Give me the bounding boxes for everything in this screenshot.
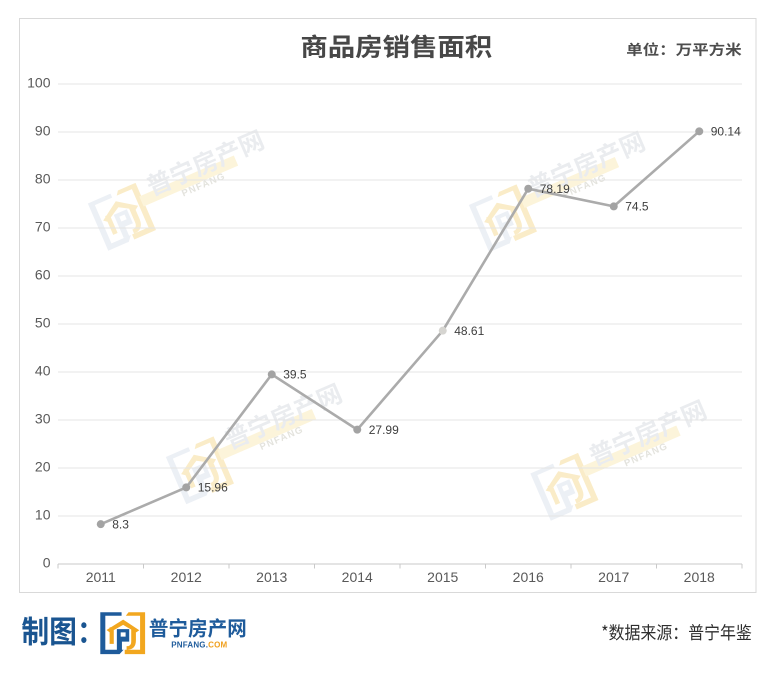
- svg-text:2012: 2012: [171, 569, 202, 585]
- svg-text:90.14: 90.14: [711, 125, 741, 139]
- svg-text:100: 100: [27, 75, 51, 91]
- svg-text:2016: 2016: [513, 569, 544, 585]
- svg-text:2014: 2014: [342, 569, 373, 585]
- svg-text:20: 20: [35, 459, 51, 475]
- svg-text:30: 30: [35, 411, 51, 427]
- svg-text:27.99: 27.99: [369, 423, 399, 437]
- svg-text:2018: 2018: [684, 569, 715, 585]
- svg-text:15.96: 15.96: [198, 481, 228, 495]
- svg-text:78.19: 78.19: [540, 182, 570, 196]
- svg-text:70: 70: [35, 219, 51, 235]
- svg-text:80: 80: [35, 171, 51, 187]
- svg-text:2013: 2013: [256, 569, 287, 585]
- svg-text:2011: 2011: [86, 569, 116, 585]
- svg-text:50: 50: [35, 315, 51, 331]
- svg-text:10: 10: [35, 507, 51, 523]
- svg-text:39.5: 39.5: [283, 368, 307, 382]
- svg-text:PNFANG.COM: PNFANG.COM: [171, 641, 227, 650]
- svg-text:0: 0: [43, 555, 51, 571]
- svg-text:60: 60: [35, 267, 51, 283]
- svg-text:48.61: 48.61: [454, 324, 484, 338]
- svg-text:8.3: 8.3: [112, 517, 129, 531]
- svg-text:2017: 2017: [598, 569, 629, 585]
- svg-text:40: 40: [35, 363, 51, 379]
- svg-text:90: 90: [35, 123, 51, 139]
- svg-text:74.5: 74.5: [625, 200, 649, 214]
- svg-text:2015: 2015: [427, 569, 458, 585]
